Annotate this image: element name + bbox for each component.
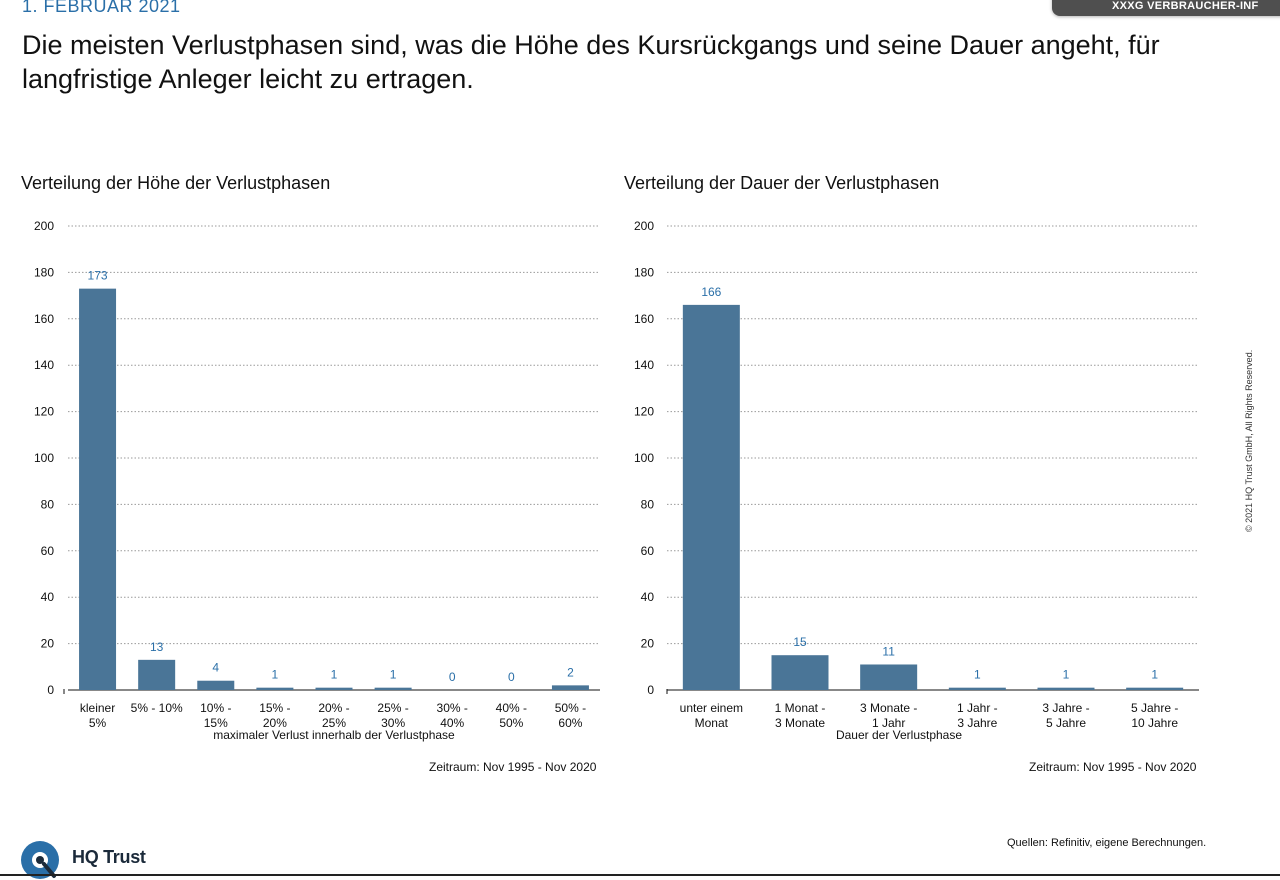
chart-dauer-footnote: Zeitraum: Nov 1995 - Nov 2020 [1029, 760, 1197, 774]
dauer-y-tick-label: 140 [634, 358, 654, 372]
dauer-data-label: 11 [882, 644, 895, 658]
dauer-y-tick-label: 200 [634, 219, 654, 233]
chart-hoehe-footnote: Zeitraum: Nov 1995 - Nov 2020 [429, 760, 597, 774]
hoehe-x-tick-label: 20% [263, 716, 287, 730]
hoehe-x-tick-label: 60% [558, 716, 582, 730]
hoehe-bar [374, 687, 412, 690]
hoehe-x-tick-label: 30% - [437, 701, 468, 715]
dauer-x-tick-label: 3 Jahre [957, 716, 997, 730]
hoehe-bar [79, 288, 117, 690]
dauer-y-tick-label: 180 [634, 265, 654, 279]
hoehe-x-tick-label: 25% [322, 716, 346, 730]
hoehe-bar [315, 687, 353, 690]
dauer-x-axis-title: Dauer der Verlustphase [836, 728, 962, 742]
dauer-x-tick-label: Monat [695, 716, 729, 730]
hoehe-y-tick-label: 0 [47, 683, 54, 697]
dauer-data-label: 1 [1151, 668, 1158, 682]
top-tab-label: XXXG VERBRAUCHER-INF [1112, 0, 1259, 12]
hoehe-y-tick-label: 180 [34, 265, 54, 279]
date-label: 1. FEBRUAR 2021 [22, 0, 181, 16]
hoehe-bar [138, 659, 176, 690]
dauer-x-tick-label: 3 Monate [775, 716, 825, 730]
dauer-bar [771, 655, 829, 690]
chart-hoehe: 020406080100120140160180200173kleiner5%1… [34, 219, 600, 742]
chart-title-dauer: Verteilung der Dauer der Verlustphasen [624, 173, 940, 193]
hoehe-bar [256, 687, 294, 690]
hoehe-data-label: 173 [88, 269, 108, 283]
dauer-x-tick-label: 1 Jahr [872, 716, 905, 730]
dauer-x-tick-label: 1 Jahr - [957, 701, 998, 715]
dauer-y-tick-label: 100 [634, 451, 654, 465]
hoehe-x-tick-label: 15% [204, 716, 228, 730]
hoehe-y-tick-label: 80 [41, 497, 55, 511]
bottom-divider [0, 874, 1280, 876]
sources-note: Quellen: Refinitiv, eigene Berechnungen. [1007, 837, 1207, 849]
top-tab[interactable]: XXXG VERBRAUCHER-INF [1052, 0, 1280, 16]
hoehe-x-tick-label: 50% - [555, 701, 586, 715]
hoehe-data-label: 1 [272, 668, 279, 682]
hoehe-x-tick-label: 30% [381, 716, 405, 730]
dauer-bar [682, 304, 740, 690]
hoehe-x-tick-label: 50% [499, 716, 523, 730]
dauer-x-tick-label: 3 Jahre - [1042, 701, 1089, 715]
hoehe-y-tick-label: 140 [34, 358, 54, 372]
hoehe-x-tick-label: 40% [440, 716, 464, 730]
page-headline: Die meisten Verlustphasen sind, was die … [22, 30, 1160, 94]
hoehe-data-label: 4 [212, 661, 219, 675]
hoehe-x-tick-label: 25% - [377, 701, 408, 715]
chart-title-hoehe: Verteilung der Höhe der Verlustphasen [21, 173, 331, 193]
hoehe-data-label: 1 [331, 668, 338, 682]
dauer-bar [860, 664, 918, 690]
hoehe-x-axis-title: maximaler Verlust innerhalb der Verlustp… [213, 728, 455, 742]
dauer-bar [948, 687, 1006, 690]
hoehe-x-tick-label: kleiner [80, 701, 115, 715]
hoehe-y-tick-label: 20 [41, 637, 55, 651]
hoehe-y-tick-label: 40 [41, 590, 55, 604]
dauer-y-tick-label: 80 [641, 497, 655, 511]
dauer-data-label: 15 [793, 635, 807, 649]
hoehe-bar [197, 680, 235, 690]
hoehe-y-tick-label: 100 [34, 451, 54, 465]
hoehe-x-tick-label: 5% [89, 716, 107, 730]
dauer-bar [1037, 687, 1095, 690]
dauer-x-tick-label: 5 Jahre - [1131, 701, 1178, 715]
copyright-notice: © 2021 HQ Trust GmbH, All Rights Reserve… [1244, 349, 1254, 532]
hoehe-x-tick-label: 40% - [496, 701, 527, 715]
dauer-y-tick-label: 60 [641, 544, 655, 558]
hoehe-x-tick-label: 20% - [318, 701, 349, 715]
hoehe-x-tick-label: 10% - [200, 701, 231, 715]
hoehe-y-tick-label: 200 [34, 219, 54, 233]
dauer-data-label: 166 [701, 285, 721, 299]
dauer-data-label: 1 [1063, 668, 1070, 682]
hoehe-data-label: 0 [508, 670, 515, 684]
hq-trust-logo-icon [21, 841, 59, 879]
brand-name: HQ Trust [72, 847, 146, 867]
dauer-y-tick-label: 160 [634, 312, 654, 326]
dauer-x-tick-label: 1 Monat - [775, 701, 826, 715]
hoehe-y-tick-label: 60 [41, 544, 55, 558]
dauer-y-tick-label: 120 [634, 405, 654, 419]
dauer-x-tick-label: 5 Jahre [1046, 716, 1086, 730]
hoehe-y-tick-label: 120 [34, 405, 54, 419]
dauer-x-tick-label: 3 Monate - [860, 701, 917, 715]
dauer-x-tick-label: 10 Jahre [1131, 716, 1178, 730]
hoehe-data-label: 2 [567, 665, 574, 679]
hoehe-x-tick-label: 5% - 10% [131, 701, 183, 715]
hoehe-bar [551, 685, 589, 690]
dauer-x-tick-label: unter einem [680, 701, 743, 715]
dauer-y-tick-label: 20 [641, 637, 655, 651]
dauer-y-tick-label: 40 [641, 590, 655, 604]
dauer-bar [1126, 687, 1184, 690]
hoehe-data-label: 1 [390, 668, 397, 682]
hoehe-x-tick-label: 15% - [259, 701, 290, 715]
hoehe-data-label: 13 [150, 640, 164, 654]
chart-dauer: 0 20 40 60 80 100 120 140 160 180 200 166 unter eine… [634, 219, 1199, 742]
hoehe-y-tick-label: 160 [34, 312, 54, 326]
hoehe-data-label: 0 [449, 670, 456, 684]
dauer-y-tick-label: 0 [647, 683, 654, 697]
dauer-data-label: 1 [974, 668, 981, 682]
